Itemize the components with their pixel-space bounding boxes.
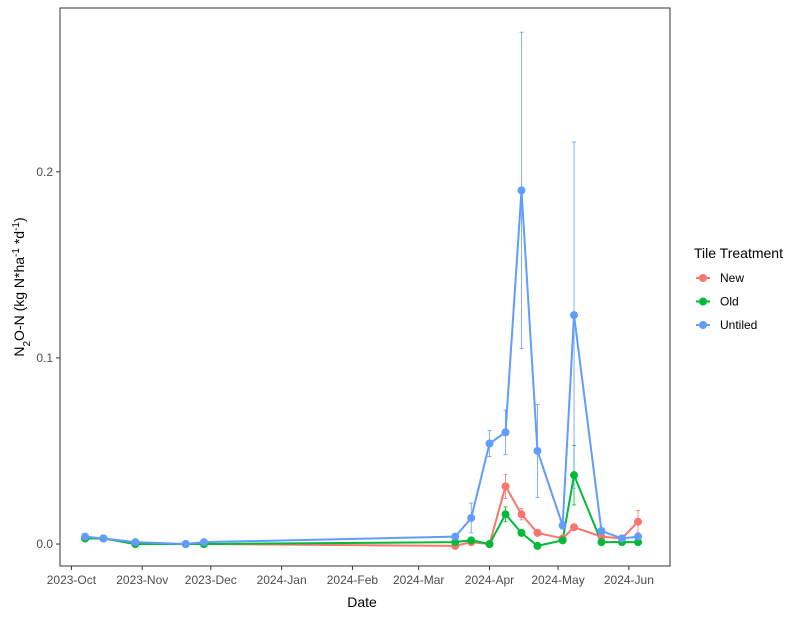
y-axis-title-part: 2 xyxy=(22,341,33,347)
x-tick-label: 2024-Jun xyxy=(604,573,654,587)
data-point xyxy=(501,428,510,437)
data-point xyxy=(634,538,643,547)
x-tick-label: 2024-Mar xyxy=(393,573,444,587)
legend-label: Untiled xyxy=(720,318,757,332)
data-point xyxy=(131,538,140,547)
y-tick-label: 0.2 xyxy=(36,165,53,179)
data-point xyxy=(558,536,567,545)
y-axis-title-part: -1 xyxy=(11,248,22,257)
x-tick-label: 2023-Nov xyxy=(116,573,168,587)
data-point xyxy=(99,534,108,543)
data-point xyxy=(485,439,494,448)
y-axis-title-part: -1 xyxy=(11,222,22,231)
data-point xyxy=(501,482,510,491)
y-axis-title-part: N xyxy=(11,347,27,357)
legend-key-point xyxy=(699,321,707,329)
data-point xyxy=(451,532,460,541)
y-axis-title-part: O-N (kg N*ha xyxy=(11,257,27,341)
data-point xyxy=(597,527,606,536)
data-point xyxy=(597,538,606,547)
y-axis-title-part: ) xyxy=(11,217,27,222)
data-point xyxy=(81,532,90,541)
data-point xyxy=(467,513,476,522)
y-axis-title-part: *d xyxy=(11,231,27,248)
x-tick-label: 2023-Oct xyxy=(47,573,97,587)
data-point xyxy=(199,538,208,547)
legend-label: New xyxy=(720,271,744,285)
x-tick-label: 2024-Apr xyxy=(465,573,514,587)
series-line xyxy=(85,190,639,546)
x-tick-label: 2024-Feb xyxy=(327,573,379,587)
x-tick-label: 2023-Dec xyxy=(185,573,237,587)
data-point xyxy=(533,541,542,550)
x-tick-label: 2024-May xyxy=(531,573,584,587)
data-point xyxy=(533,446,542,455)
plot-panel xyxy=(59,7,671,567)
data-point xyxy=(501,510,510,519)
data-point xyxy=(517,528,526,537)
y-tick-label: 0.1 xyxy=(36,351,53,365)
x-axis-title: Date xyxy=(347,594,377,610)
data-point xyxy=(485,540,494,549)
legend-key-point xyxy=(699,297,707,306)
legend-title: Tile Treatment xyxy=(694,245,783,261)
y-tick-label: 0.0 xyxy=(36,537,53,551)
data-point xyxy=(634,532,643,541)
data-point xyxy=(558,521,567,530)
data-point xyxy=(517,510,526,519)
data-point xyxy=(517,186,526,195)
data-point xyxy=(451,538,460,547)
data-point xyxy=(634,517,643,526)
data-point xyxy=(618,534,627,543)
legend-key-point xyxy=(699,274,707,282)
data-point xyxy=(570,311,579,320)
data-point xyxy=(181,540,190,549)
x-tick-label: 2024-Jan xyxy=(257,573,307,587)
legend-label: Old xyxy=(720,295,739,309)
data-point xyxy=(570,471,579,480)
y-axis-title: N2O-N (kg N*ha-1 *d-1) xyxy=(11,217,33,356)
data-point xyxy=(533,528,542,537)
data-point xyxy=(467,536,476,545)
data-point xyxy=(597,532,606,541)
data-point xyxy=(570,523,579,532)
